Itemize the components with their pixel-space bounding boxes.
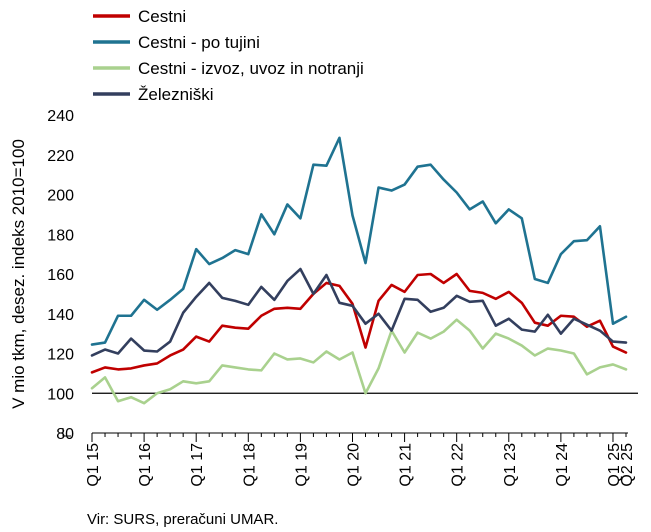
series-group — [90, 136, 628, 405]
legend-label-cestni-izvoz: Cestni - izvoz, uvoz in notranji — [138, 59, 364, 78]
x-tick-label: Q1 24 — [554, 443, 571, 487]
series-line-cestni — [90, 272, 628, 374]
y-tick-label: 180 — [47, 227, 74, 244]
legend-entry-cestni: Cestni — [93, 7, 186, 26]
x-tick-label: Q1 21 — [398, 443, 415, 487]
series-line-cestni-izvoz-uvoz-in-notranji — [90, 318, 628, 405]
y-tick-label: 240 — [47, 108, 74, 125]
series-line-cestni-po-tujini — [90, 136, 628, 346]
legend: Cestni Cestni - po tujini Cestni - izvoz… — [93, 7, 364, 104]
x-tick-label: Q1 23 — [502, 443, 519, 487]
x-tick-label: Q1 22 — [450, 443, 467, 487]
series-line-železniški — [90, 267, 628, 357]
legend-label-zelezniski: Železniški — [138, 85, 214, 104]
y-axis-ticks: 80 100 120 140 160 180 200 220 240 — [47, 108, 74, 443]
legend-label-cestni-po-tujini: Cestni - po tujini — [138, 33, 260, 52]
legend-entry-zelezniski: Železniški — [93, 85, 214, 104]
y-axis-label: V mio tkm, desez. indeks 2010=100 — [9, 139, 28, 409]
x-tick-label: Q1 25 — [606, 443, 623, 487]
x-tick-label: Q1 19 — [293, 443, 310, 487]
y-tick-label: 80 — [56, 426, 74, 443]
legend-entry-cestni-po-tujini: Cestni - po tujini — [93, 33, 260, 52]
legend-label-cestni: Cestni — [138, 7, 186, 26]
y-tick-label: 160 — [47, 267, 74, 284]
y-tick-label: 100 — [47, 386, 74, 403]
axis-break-mark — [62, 428, 71, 437]
y-tick-label: 220 — [47, 148, 74, 165]
y-tick-label: 120 — [47, 347, 74, 364]
x-tick-label: Q2 25 — [619, 443, 636, 487]
legend-entry-cestni-izvoz: Cestni - izvoz, uvoz in notranji — [93, 59, 364, 78]
x-tick-label: Q1 18 — [241, 443, 258, 487]
x-tick-label: Q1 15 — [85, 443, 102, 487]
y-tick-label: 140 — [47, 307, 74, 324]
x-tick-label: Q1 17 — [189, 443, 206, 487]
y-tick-label: 200 — [47, 188, 74, 205]
x-tick-label: Q1 16 — [137, 443, 154, 487]
x-axis: Q1 15 Q1 16 Q1 17 Q1 18 Q1 19 Q1 20 Q1 21 Q1 22… — [85, 432, 636, 487]
source-note: Vir: SURS, preračuni UMAR. — [87, 511, 278, 528]
x-tick-label: Q1 20 — [345, 443, 362, 487]
